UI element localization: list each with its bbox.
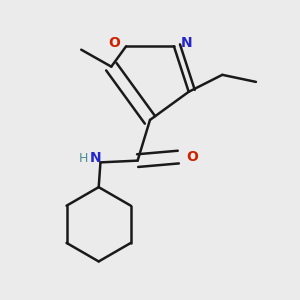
Text: N: N	[181, 37, 192, 50]
Text: O: O	[186, 150, 198, 164]
Text: H: H	[79, 152, 88, 165]
Text: N: N	[90, 151, 102, 165]
Text: O: O	[108, 37, 120, 50]
